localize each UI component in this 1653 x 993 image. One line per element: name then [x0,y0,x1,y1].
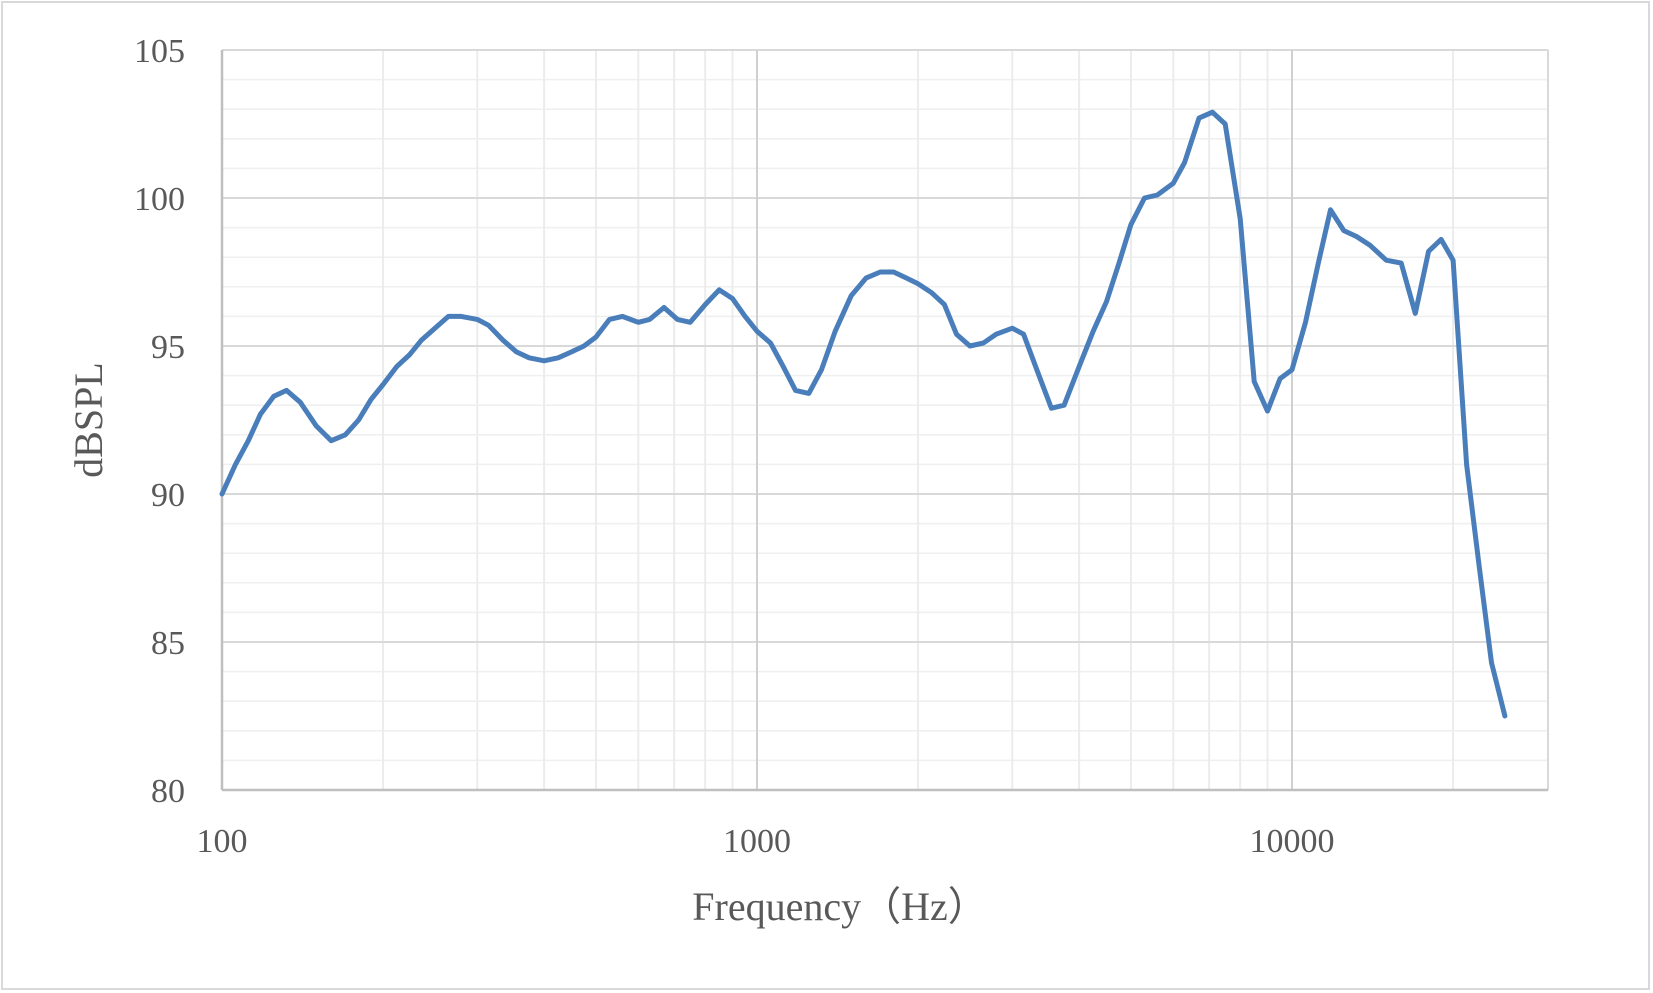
x-tick-label: 1000 [723,823,791,860]
series-line [219,109,1508,719]
x-axis-title: Frequency（Hz） [692,884,987,929]
major-gridlines [220,49,1549,792]
y-tick-label: 85 [151,625,185,662]
x-axis-tick-labels: 100 1000 10000 [197,823,1335,860]
y-axis-tick-labels: 80 85 90 95 100 105 [134,33,185,810]
y-tick-label: 95 [151,329,185,366]
y-tick-label: 100 [134,181,185,218]
minor-gridlines [222,50,1548,790]
y-axis-title: dBSPL [66,362,111,478]
y-tick-label: 80 [151,773,185,810]
y-tick-label: 90 [151,477,185,514]
data-series [219,109,1508,719]
x-tick-label: 10000 [1250,823,1335,860]
x-tick-label: 100 [197,823,248,860]
y-tick-label: 105 [134,33,185,70]
